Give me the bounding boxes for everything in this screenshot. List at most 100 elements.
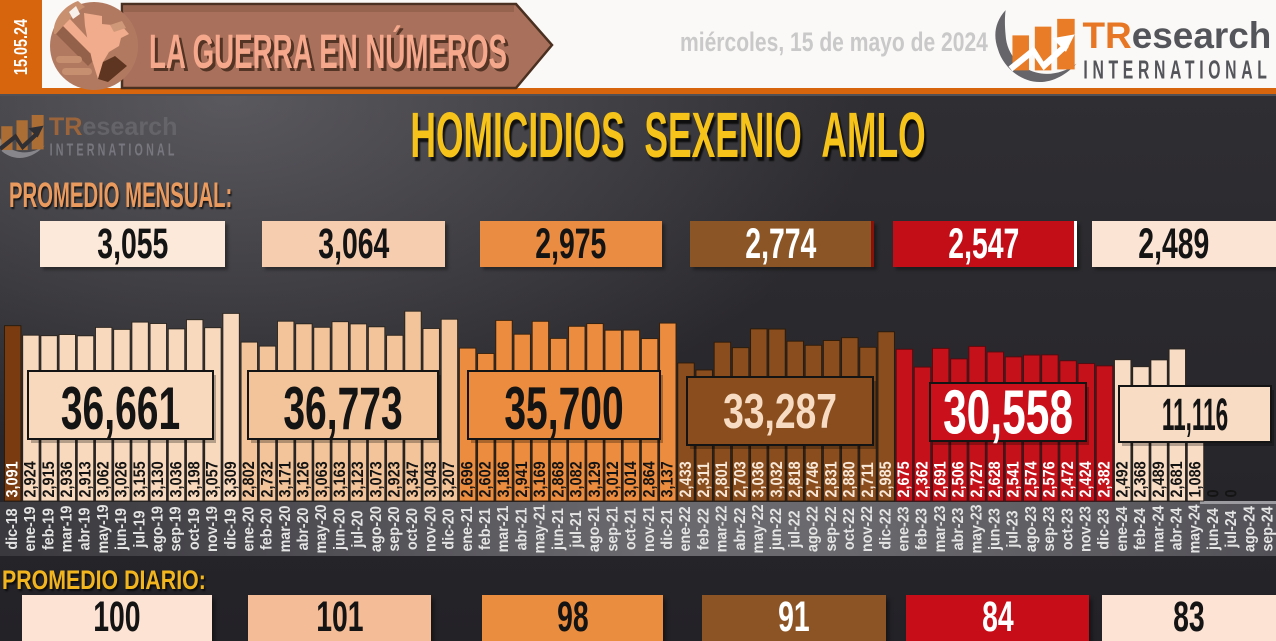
svg-text:sep-24: sep-24 [1260, 506, 1276, 552]
svg-text:2,433: 2,433 [677, 461, 695, 497]
svg-text:2,831: 2,831 [822, 461, 840, 497]
svg-text:3,091: 3,091 [4, 461, 22, 497]
svg-text:2,362: 2,362 [913, 461, 931, 497]
svg-text:mar-20: mar-20 [277, 506, 294, 553]
svg-text:3,082: 3,082 [568, 461, 586, 497]
svg-text:abr-24: abr-24 [1169, 507, 1186, 550]
svg-text:oct-19: oct-19 [186, 508, 203, 550]
svg-text:dic-22: dic-22 [878, 508, 895, 549]
svg-text:jun-19: jun-19 [114, 508, 131, 551]
svg-text:jul-22: jul-22 [787, 510, 804, 548]
svg-text:ago-24: ago-24 [1242, 505, 1259, 552]
svg-text:1,086: 1,086 [1186, 461, 1204, 497]
svg-text:TResearch: TResearch [1082, 15, 1271, 56]
svg-text:dic-21: dic-21 [659, 508, 676, 549]
svg-text:3,012: 3,012 [604, 461, 622, 497]
svg-text:3,014: 3,014 [622, 461, 640, 497]
svg-text:2,801: 2,801 [713, 461, 731, 497]
svg-text:2,915: 2,915 [40, 461, 58, 497]
svg-text:jul-20: jul-20 [350, 510, 367, 548]
svg-text:ago-20: ago-20 [368, 506, 385, 552]
svg-text:2,506: 2,506 [950, 461, 968, 497]
svg-text:oct-23: oct-23 [1060, 508, 1077, 550]
svg-text:3,043: 3,043 [422, 461, 440, 497]
svg-text:INTERNATIONAL: INTERNATIONAL [1083, 54, 1271, 84]
svg-text:sep-19: sep-19 [168, 506, 185, 551]
svg-text:2,681: 2,681 [1168, 461, 1186, 497]
svg-text:2,628: 2,628 [986, 461, 1004, 497]
svg-text:3,036: 3,036 [167, 461, 185, 497]
svg-text:3,063: 3,063 [313, 461, 331, 497]
svg-text:jun-22: jun-22 [769, 508, 786, 551]
svg-text:2,424: 2,424 [1077, 461, 1095, 497]
svg-text:2,691: 2,691 [932, 461, 950, 497]
svg-text:3,129: 3,129 [586, 461, 604, 497]
svg-text:oct-21: oct-21 [623, 508, 640, 550]
svg-text:ago-21: ago-21 [587, 506, 604, 552]
svg-text:2,576: 2,576 [1041, 461, 1059, 497]
svg-text:2,746: 2,746 [804, 461, 822, 497]
svg-text:3,130: 3,130 [149, 461, 167, 497]
svg-text:36,661: 36,661 [61, 374, 180, 442]
svg-text:2,696: 2,696 [458, 461, 476, 497]
svg-text:may-21: may-21 [532, 504, 549, 553]
svg-text:ene-24: ene-24 [1114, 506, 1131, 552]
svg-text:ene-19: ene-19 [23, 506, 40, 551]
svg-text:2,732: 2,732 [258, 461, 276, 497]
svg-text:LA GUERRA EN NÚMEROS: LA GUERRA EN NÚMEROS [149, 24, 507, 79]
svg-text:feb-21: feb-21 [477, 508, 494, 550]
svg-text:jul-24: jul-24 [1224, 510, 1241, 549]
svg-text:ene-20: ene-20 [241, 506, 258, 551]
svg-text:3,163: 3,163 [331, 461, 349, 497]
svg-text:2,368: 2,368 [1132, 461, 1150, 497]
svg-text:mar-22: mar-22 [714, 506, 731, 553]
svg-text:jul-19: jul-19 [132, 510, 149, 548]
svg-text:mar-21: mar-21 [496, 506, 513, 553]
svg-text:3,062: 3,062 [95, 461, 113, 497]
svg-text:2,913: 2,913 [76, 461, 94, 497]
svg-text:2,574: 2,574 [1023, 461, 1041, 497]
svg-text:may-22: may-22 [750, 504, 767, 553]
svg-text:3,207: 3,207 [440, 461, 458, 497]
svg-text:dic-18: dic-18 [4, 508, 21, 549]
svg-text:nov-22: nov-22 [860, 506, 877, 552]
svg-text:2,936: 2,936 [58, 461, 76, 497]
svg-text:jul-21: jul-21 [568, 510, 585, 548]
svg-text:3,309: 3,309 [222, 461, 240, 497]
svg-text:2,868: 2,868 [549, 461, 567, 497]
svg-text:nov-19: nov-19 [205, 506, 222, 552]
svg-text:2,802: 2,802 [240, 461, 258, 497]
svg-text:mar-19: mar-19 [59, 506, 76, 553]
svg-text:3,169: 3,169 [531, 461, 549, 497]
svg-text:2,675: 2,675 [895, 461, 913, 497]
svg-text:0: 0 [1205, 489, 1223, 497]
svg-text:jun-21: jun-21 [550, 508, 567, 551]
svg-text:ago-22: ago-22 [805, 506, 822, 552]
svg-text:may-24: may-24 [1187, 504, 1204, 554]
svg-text:ago-19: ago-19 [150, 506, 167, 552]
svg-text:sep-21: sep-21 [605, 506, 622, 551]
svg-text:2,941: 2,941 [513, 461, 531, 497]
svg-text:feb-23: feb-23 [914, 508, 931, 550]
svg-text:nov-21: nov-21 [641, 506, 658, 552]
svg-text:2,818: 2,818 [786, 461, 804, 497]
svg-text:3,347: 3,347 [404, 461, 422, 497]
svg-text:dic-23: dic-23 [1096, 508, 1113, 549]
svg-text:jun-24: jun-24 [1205, 507, 1222, 551]
svg-text:LA GUERRA EN NÚMEROS: LA GUERRA EN NÚMEROS [152, 27, 510, 82]
svg-text:2,703: 2,703 [731, 461, 749, 497]
svg-text:3,032: 3,032 [768, 461, 786, 497]
svg-text:3,123: 3,123 [349, 461, 367, 497]
svg-text:feb-22: feb-22 [696, 508, 713, 550]
svg-text:3,057: 3,057 [204, 461, 222, 497]
svg-text:may-19: may-19 [95, 504, 112, 553]
svg-text:jun-23: jun-23 [987, 508, 1004, 551]
svg-text:ago-23: ago-23 [1023, 506, 1040, 552]
svg-text:ene-22: ene-22 [678, 506, 695, 551]
svg-text:2,924: 2,924 [22, 461, 40, 497]
svg-text:mar-24: mar-24 [1151, 505, 1168, 552]
svg-text:3,171: 3,171 [277, 461, 295, 497]
svg-text:jun-20: jun-20 [332, 508, 349, 551]
svg-text:abr-22: abr-22 [732, 508, 749, 551]
svg-text:jul-23: jul-23 [1005, 510, 1022, 548]
